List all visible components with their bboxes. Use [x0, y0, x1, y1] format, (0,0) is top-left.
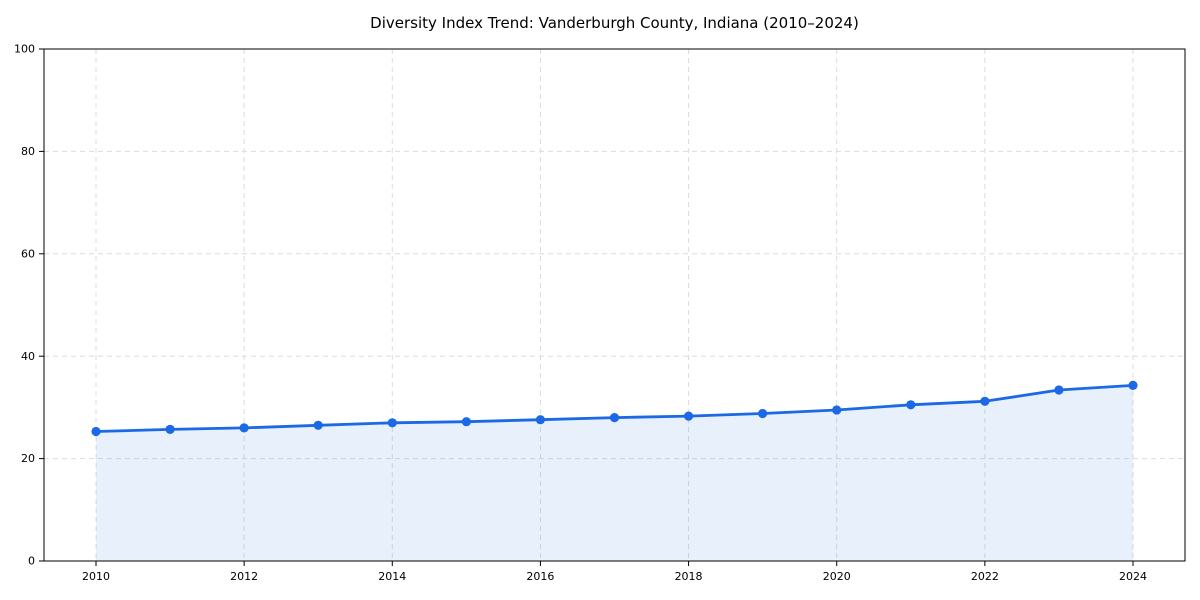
x-tick-label: 2020	[823, 570, 851, 583]
y-tick-label: 60	[21, 247, 35, 260]
data-point-marker	[535, 415, 546, 425]
x-tick-label: 2024	[1119, 570, 1147, 583]
data-point-marker	[387, 418, 397, 428]
y-tick-label: 80	[21, 145, 35, 158]
data-point-marker	[758, 408, 768, 419]
y-tick-label: 40	[21, 350, 35, 363]
tick-label-layer: 0 20 40 60 80 100 2010 2012 2014 2016 2018 2020 2022…	[14, 43, 1147, 583]
tick-layer	[39, 48, 1134, 566]
x-tick-label: 2014	[378, 570, 406, 583]
marker-layer	[91, 380, 1138, 437]
plot-box-spines	[43, 48, 1186, 562]
chart-title: Diversity Index Trend: Vanderburgh Count…	[370, 14, 859, 32]
data-point-marker	[1054, 385, 1064, 395]
x-tick-label: 2022	[971, 570, 999, 583]
grid-layer	[44, 49, 1185, 561]
x-tick-label: 2016	[526, 570, 554, 583]
data-point-marker	[313, 420, 323, 430]
data-point-marker	[165, 424, 175, 434]
data-point-marker	[239, 423, 249, 433]
data-point-marker	[461, 417, 471, 427]
y-tick-label: 20	[21, 452, 35, 465]
data-point-marker	[1128, 380, 1138, 390]
data-point-marker	[832, 405, 842, 415]
data-point-marker	[684, 411, 694, 421]
y-tick-label: 100	[14, 43, 35, 56]
x-tick-label: 2010	[82, 570, 110, 583]
x-tick-label: 2012	[230, 570, 258, 583]
x-tick-label: 2018	[675, 570, 703, 583]
data-point-marker	[91, 426, 101, 437]
area-fill	[96, 385, 1133, 561]
data-point-marker	[906, 400, 916, 410]
y-tick-label: 0	[28, 555, 35, 568]
data-point-marker	[609, 413, 620, 423]
data-point-marker	[980, 396, 990, 406]
